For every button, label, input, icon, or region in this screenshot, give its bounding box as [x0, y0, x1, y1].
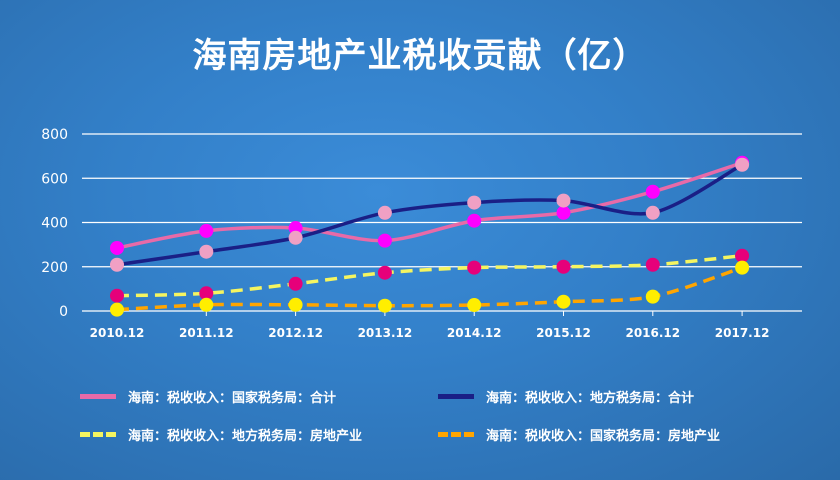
data-point-3: [377, 298, 392, 313]
legend-swatch: [438, 394, 474, 399]
legend-swatch: [80, 432, 116, 437]
data-point-3: [199, 297, 214, 312]
y-tick-label: 400: [41, 216, 68, 232]
data-point-1: [645, 205, 660, 220]
legend-swatch: [80, 394, 116, 399]
legend-item-2: 海南：税收收入：地方税务局：房地产业: [80, 425, 362, 444]
data-point-0: [645, 184, 660, 199]
y-tick-label: 800: [41, 127, 68, 143]
data-point-1: [110, 257, 124, 272]
chart-title: 海南房地产业税收贡献（亿）: [192, 36, 648, 76]
legend-item-0: 海南：税收收入：国家税务局：合计: [80, 387, 336, 406]
data-point-0: [288, 221, 303, 236]
data-point-2: [199, 286, 214, 301]
data-point-2: [556, 259, 571, 274]
data-point-1: [735, 157, 750, 172]
data-point-1: [288, 230, 303, 245]
data-point-2: [645, 257, 660, 272]
data-point-2: [467, 260, 482, 275]
x-tick-label: 2014.12: [447, 326, 502, 340]
data-point-3: [735, 260, 750, 275]
data-point-1: [556, 193, 571, 208]
legend-item-3: 海南：税收收入：国家税务局：房地产业: [438, 425, 720, 444]
y-tick-label: 600: [41, 171, 68, 187]
series-line-0: [116, 161, 743, 250]
data-point-3: [288, 297, 303, 312]
legend-label: 海南：税收收入：地方税务局：合计: [486, 391, 695, 406]
data-point-0: [110, 240, 124, 255]
series-line-3: [116, 265, 743, 312]
x-tick-label: 2013.12: [358, 326, 413, 340]
legend-label: 海南：税收收入：国家税务局：房地产业: [486, 429, 721, 444]
data-point-1: [199, 244, 214, 259]
data-point-1: [377, 205, 392, 220]
legend-item-1: 海南：税收收入：地方税务局：合计: [438, 387, 694, 406]
legend-label: 海南：税收收入：地方税务局：房地产业: [128, 429, 363, 444]
data-point-2: [288, 276, 303, 291]
x-tick-label: 2010.12: [90, 326, 145, 340]
data-point-3: [556, 294, 571, 309]
data-point-2: [735, 248, 750, 263]
x-tick-label: 2011.12: [179, 326, 234, 340]
data-point-2: [110, 288, 124, 303]
x-tick-label: 2012.12: [268, 326, 323, 340]
data-point-1: [467, 195, 482, 210]
legend-swatch: [438, 432, 474, 437]
data-point-2: [377, 265, 392, 280]
x-tick-label: 2016.12: [625, 326, 680, 340]
data-point-0: [467, 213, 482, 228]
y-tick-label: 200: [41, 260, 68, 276]
y-tick-label: 0: [59, 304, 68, 320]
data-point-3: [645, 289, 660, 304]
data-point-3: [467, 298, 482, 313]
data-point-3: [110, 302, 124, 317]
x-tick-label: 2015.12: [536, 326, 591, 340]
series-line-2: [116, 253, 743, 298]
x-tick-label: 2017.12: [715, 326, 770, 340]
legend-label: 海南：税收收入：国家税务局：合计: [128, 391, 337, 406]
data-point-0: [199, 223, 214, 238]
data-point-0: [556, 205, 571, 220]
data-point-0: [377, 233, 392, 248]
